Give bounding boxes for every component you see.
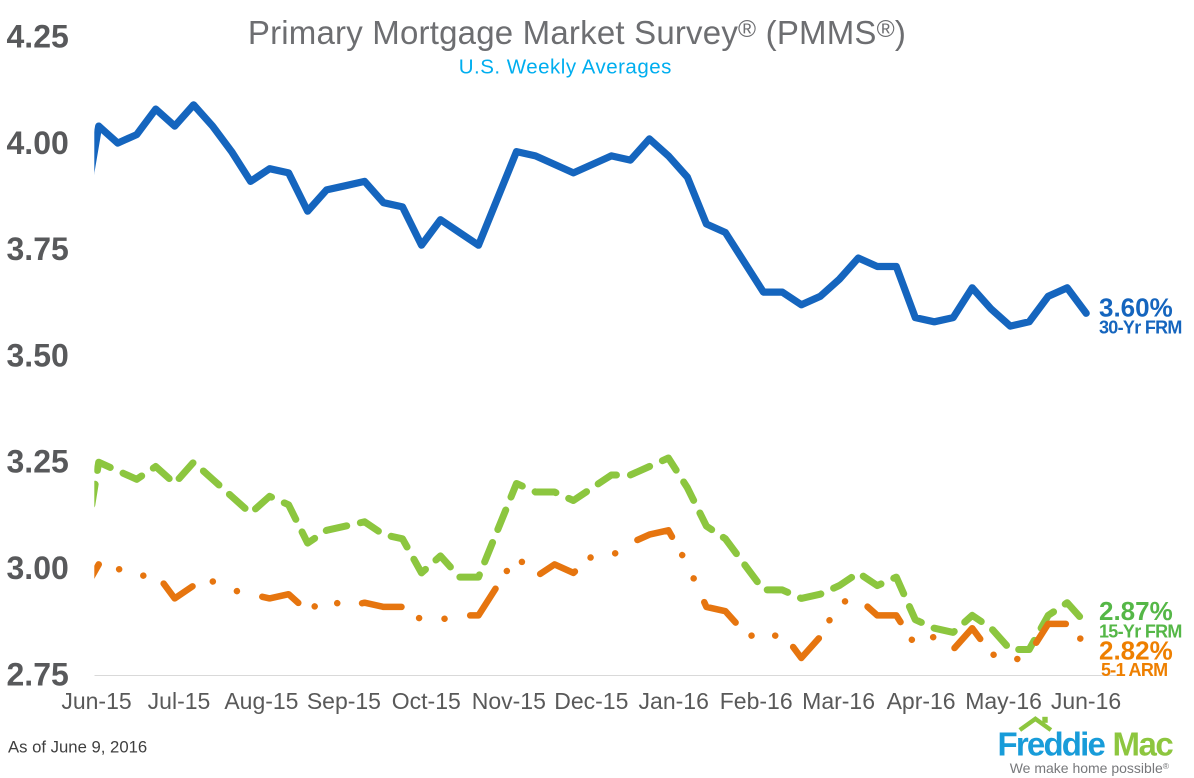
svg-text:Jul-15: Jul-15	[148, 688, 211, 714]
svg-text:3.00: 3.00	[7, 550, 69, 586]
svg-text:2.87%: 2.87%	[1099, 596, 1173, 626]
svg-text:3.60%: 3.60%	[1099, 292, 1173, 322]
svg-text:We make home possible®: We make home possible®	[1010, 760, 1170, 776]
svg-text:5-1 ARM: 5-1 ARM	[1101, 660, 1167, 680]
svg-text:4.00: 4.00	[7, 125, 69, 161]
svg-text:Jun-16: Jun-16	[1051, 688, 1121, 714]
svg-text:3.75: 3.75	[7, 231, 69, 267]
svg-text:Mac: Mac	[1113, 726, 1174, 763]
svg-text:Nov-15: Nov-15	[472, 688, 546, 714]
svg-text:As of June 9, 2016: As of June 9, 2016	[8, 738, 147, 757]
svg-text:Jun-15: Jun-15	[61, 688, 131, 714]
svg-text:Oct-15: Oct-15	[392, 688, 461, 714]
svg-text:May-16: May-16	[965, 688, 1042, 714]
svg-text:Primary Mortgage Market Survey: Primary Mortgage Market Survey® (PMMS®)	[248, 14, 906, 51]
svg-text:Jan-16: Jan-16	[639, 688, 709, 714]
svg-text:4.25: 4.25	[7, 19, 69, 55]
svg-text:Aug-15: Aug-15	[224, 688, 298, 714]
svg-text:3.25: 3.25	[7, 444, 69, 480]
svg-text:3.50: 3.50	[7, 337, 69, 373]
svg-text:U.S. Weekly Averages: U.S. Weekly Averages	[459, 55, 672, 78]
svg-text:15-Yr FRM: 15-Yr FRM	[1099, 622, 1182, 642]
svg-text:2.82%: 2.82%	[1099, 636, 1173, 666]
svg-text:Sep-15: Sep-15	[307, 688, 381, 714]
svg-text:Mar-16: Mar-16	[802, 688, 875, 714]
svg-text:30-Yr FRM: 30-Yr FRM	[1099, 318, 1182, 338]
svg-text:Dec-15: Dec-15	[554, 688, 628, 714]
svg-text:Apr-16: Apr-16	[887, 688, 956, 714]
svg-text:Freddie: Freddie	[998, 726, 1106, 763]
svg-text:2.75: 2.75	[7, 656, 69, 692]
svg-text:Feb-16: Feb-16	[720, 688, 793, 714]
